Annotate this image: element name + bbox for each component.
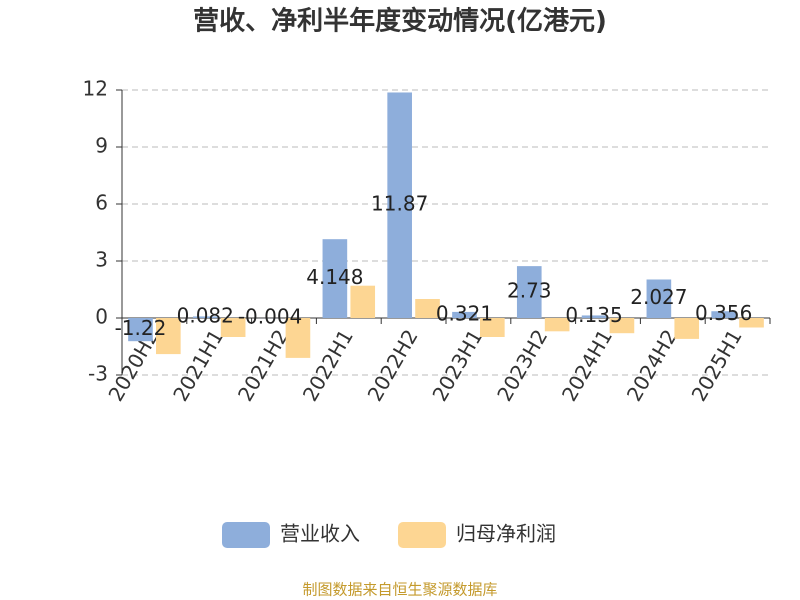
- data-label: -1.22: [115, 316, 167, 340]
- bar: [674, 318, 700, 339]
- legend-label: 归母净利润: [456, 522, 556, 546]
- bar: [581, 315, 607, 318]
- x-tick-label: 2023H1: [427, 325, 487, 405]
- x-tick-label: 2023H2: [492, 325, 552, 405]
- data-label: 4.148: [306, 265, 363, 289]
- data-label: 0.082: [177, 304, 234, 328]
- bar: [480, 318, 505, 337]
- data-label: 2.73: [507, 279, 552, 303]
- chart-title: 营收、净利半年度变动情况(亿港元): [193, 6, 607, 37]
- y-tick-label: 0: [95, 305, 108, 329]
- bar: [646, 279, 672, 318]
- bar: [739, 318, 764, 328]
- data-label: 0.321: [436, 301, 493, 325]
- x-tick-label: 2022H2: [363, 325, 423, 405]
- legend-swatch: [222, 522, 270, 548]
- data-label: 11.87: [371, 192, 428, 216]
- bar: [544, 318, 570, 332]
- bar: [128, 318, 153, 342]
- source-note: 制图数据来自恒生聚源数据库: [302, 581, 497, 599]
- y-tick-label: 12: [83, 77, 108, 101]
- data-label: 0.356: [695, 301, 752, 325]
- bar: [220, 318, 246, 337]
- bar: [387, 92, 412, 318]
- data-label: 0.135: [565, 303, 622, 327]
- data-label: -0.004: [238, 305, 302, 329]
- y-tick-label: 3: [95, 248, 108, 272]
- bar: [350, 285, 376, 318]
- y-tick-label: -3: [88, 362, 108, 386]
- legend-label: 营业收入: [280, 522, 360, 546]
- bar: [156, 318, 181, 355]
- bar: [285, 318, 311, 358]
- bar: [415, 299, 440, 318]
- bar: [711, 311, 736, 318]
- y-tick-label: 6: [95, 191, 108, 215]
- x-tick-label: 2024H2: [622, 325, 682, 405]
- y-tick-label: 9: [95, 134, 108, 158]
- data-label: 2.027: [630, 285, 687, 309]
- bar: [516, 266, 542, 318]
- x-tick-label: 2021H2: [233, 325, 293, 405]
- bar: [322, 239, 348, 318]
- legend-swatch: [398, 522, 446, 548]
- x-tick-label: 2024H1: [557, 325, 617, 405]
- bar: [609, 318, 635, 334]
- bar: [192, 316, 218, 318]
- bar: [452, 311, 477, 318]
